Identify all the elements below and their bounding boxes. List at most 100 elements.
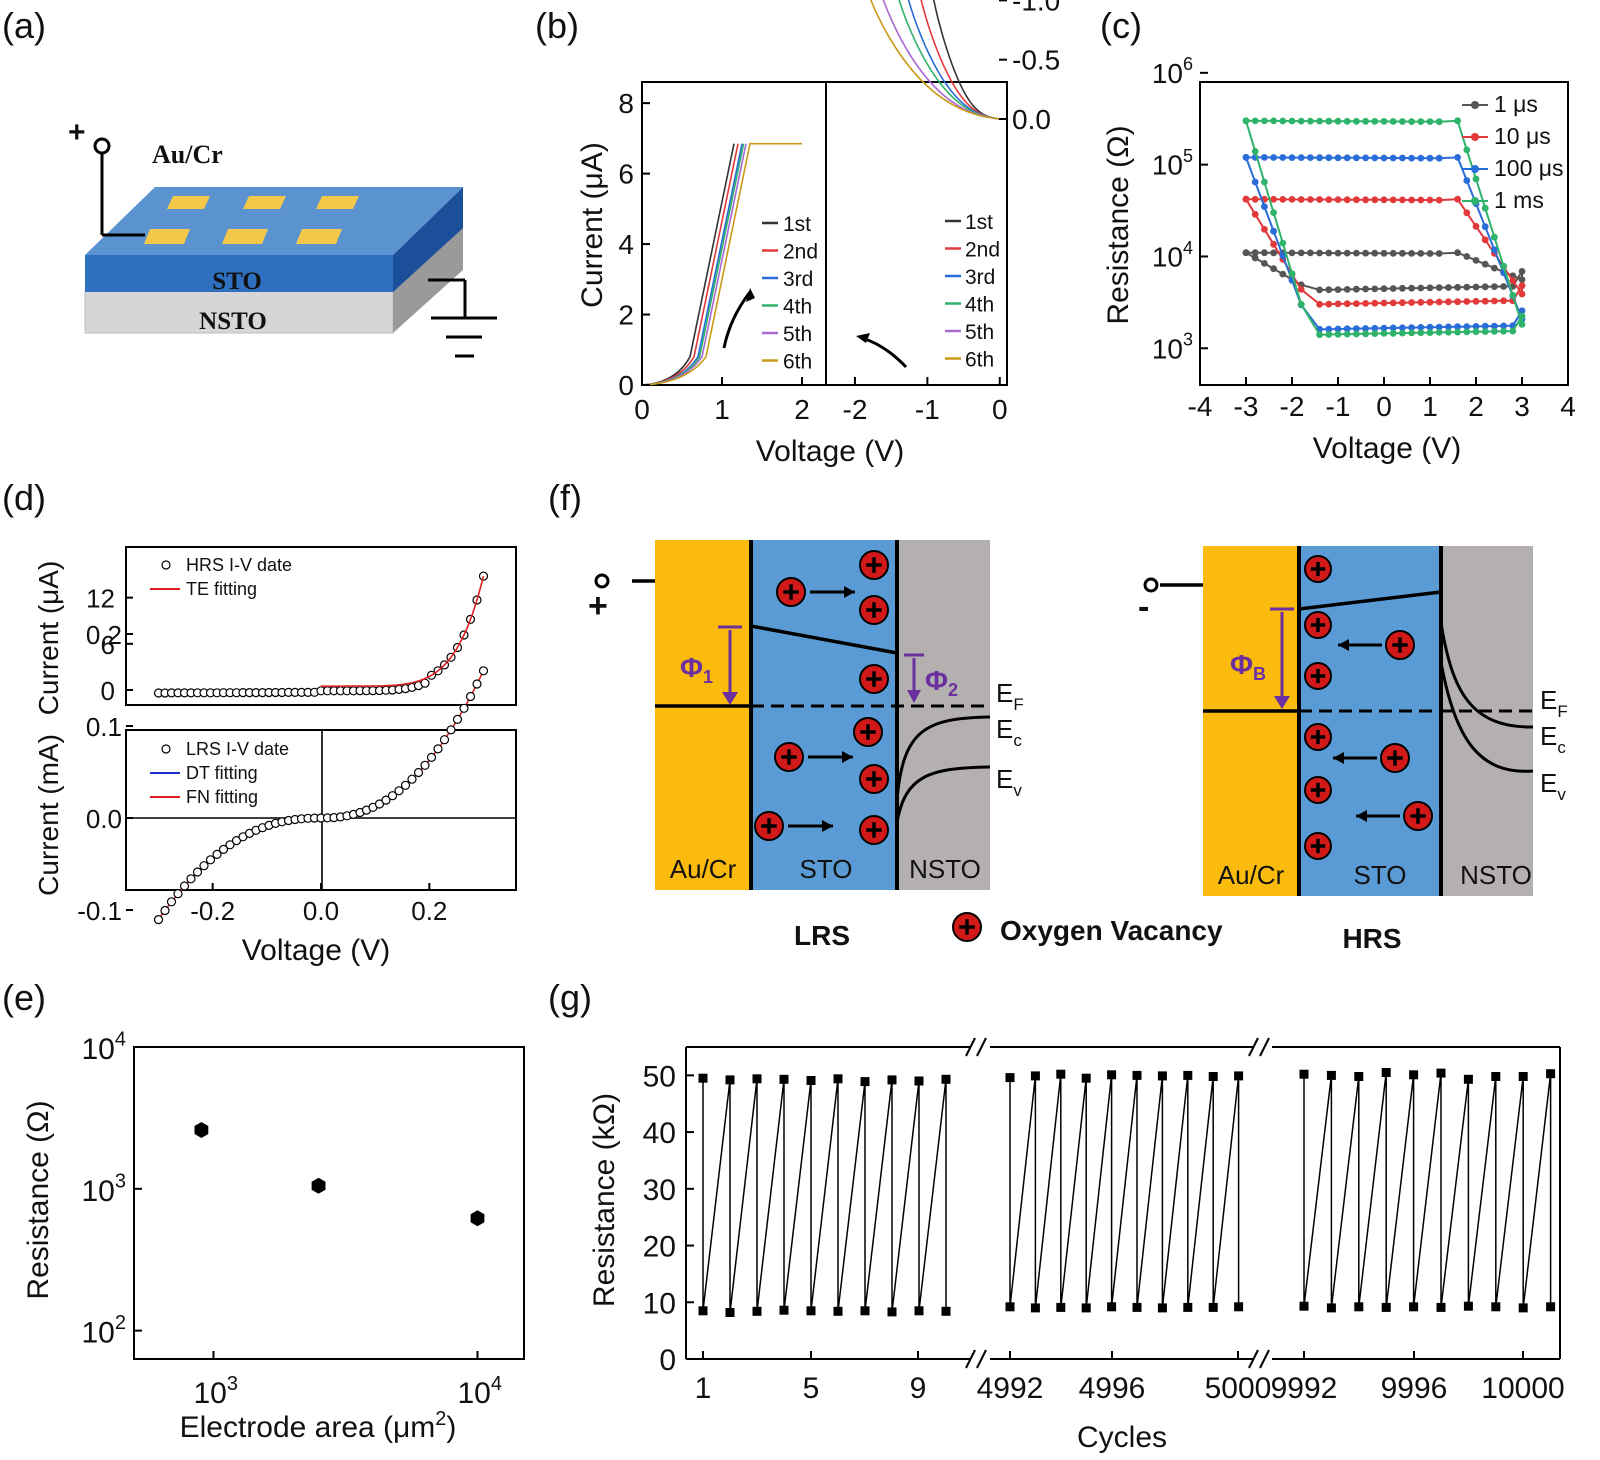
legend-label: 10 μs xyxy=(1494,123,1551,149)
panel-c-label: (c) xyxy=(1100,5,1142,46)
rv-point xyxy=(1408,250,1415,257)
hrs-point xyxy=(860,1077,870,1087)
axis-break xyxy=(976,1037,987,1057)
rv-point xyxy=(1454,195,1461,203)
phib-label: ΦB xyxy=(1230,649,1266,684)
rv-point xyxy=(1362,196,1369,204)
lrs-point xyxy=(374,799,385,809)
rv-point xyxy=(1399,196,1406,204)
xtick-label: 5000 xyxy=(1205,1372,1272,1405)
xtick-label: 103 xyxy=(193,1373,238,1410)
ytick-label: 0 xyxy=(659,1344,676,1377)
rv-point xyxy=(1343,117,1351,125)
lrs-point xyxy=(1107,1302,1117,1312)
xtick-label: -1 xyxy=(1326,391,1351,422)
rv-point xyxy=(1279,252,1287,260)
rv-point xyxy=(1472,257,1480,264)
ytick-label: 103 xyxy=(82,1170,127,1208)
rv-point xyxy=(1343,330,1351,338)
rv-point xyxy=(1389,299,1397,307)
lrs-point xyxy=(914,1306,924,1316)
lrs-point xyxy=(1518,1303,1528,1313)
hrs-point xyxy=(941,1074,951,1084)
terminal-circle xyxy=(93,137,111,155)
lrs-point xyxy=(1157,1303,1167,1313)
rv-point xyxy=(1288,196,1296,203)
legend-label: 4th xyxy=(965,294,994,317)
rv-point xyxy=(1417,250,1425,257)
rv-point xyxy=(1454,323,1461,331)
rv-point xyxy=(1261,260,1268,267)
lrs-point xyxy=(1326,1303,1336,1313)
rv-point xyxy=(1435,154,1443,162)
rv-point xyxy=(1316,154,1323,162)
hrs-point xyxy=(1208,1072,1218,1081)
legend-label: 1 ms xyxy=(1494,187,1544,213)
rv-point xyxy=(1509,277,1517,284)
rv-point xyxy=(1463,253,1471,260)
ytick-label: 6 xyxy=(101,630,115,660)
hrs-point xyxy=(1546,1069,1556,1079)
rv-point xyxy=(1334,325,1342,333)
arrow-head xyxy=(856,333,870,343)
rv-point xyxy=(1297,249,1305,257)
rv-point xyxy=(1445,328,1452,336)
rv-point xyxy=(1399,249,1406,257)
panel-c-axes: -4 -3 -2 -1 0 1 2 3 4 103 104 105 106 1 μs 10 μs 100 μs… xyxy=(1152,54,1576,422)
rv-point xyxy=(1251,254,1259,262)
rv-point xyxy=(1343,249,1351,257)
rv-point xyxy=(1316,286,1323,294)
lrs-point xyxy=(459,703,469,713)
hrs-point xyxy=(1381,1068,1391,1077)
hrs-point xyxy=(806,1076,816,1085)
panel-g-data: 0 10 20 30 40 50 1 5 9 4992 4996 5000 9992 9996 10000 xyxy=(643,1037,1565,1405)
rv-point xyxy=(1270,265,1277,273)
rv-point xyxy=(1518,290,1526,298)
lrs-point xyxy=(446,725,456,735)
axis-break xyxy=(965,1037,976,1057)
electrode-pad xyxy=(144,229,190,244)
xtick-label: 2 xyxy=(794,394,810,425)
area-point xyxy=(194,1122,209,1138)
region-label: NSTO xyxy=(909,854,981,884)
legend-label: 4th xyxy=(783,296,812,319)
rv-point xyxy=(1417,324,1425,331)
rv-point xyxy=(1481,204,1489,212)
rv-point xyxy=(1353,300,1360,307)
ef-label: EF xyxy=(996,678,1024,714)
legend-label: 5th xyxy=(965,321,994,344)
lrs-point xyxy=(179,881,190,891)
au-cr-label: Au/Cr xyxy=(152,140,223,169)
rv-point xyxy=(1417,284,1425,292)
rv-point xyxy=(1297,300,1305,308)
rv-point xyxy=(1389,154,1397,162)
panel-e: (e) 102 103 104 103 104 Resistance (Ω) Elect… xyxy=(2,977,525,1444)
lrs-point xyxy=(1030,1303,1040,1313)
terminal-sign: - xyxy=(1138,588,1149,626)
hrs-point xyxy=(1132,1070,1142,1080)
rv-point xyxy=(1417,298,1425,306)
legend-label: DT fitting xyxy=(186,763,258,783)
rv-point xyxy=(1261,203,1268,211)
lrs-point xyxy=(478,666,489,676)
rv-point xyxy=(1399,154,1406,162)
rv-point xyxy=(1343,286,1351,293)
xtick-label: 0 xyxy=(1376,391,1392,422)
conduction-band xyxy=(1439,622,1534,729)
rv-point xyxy=(1435,118,1443,126)
hrs-point xyxy=(1463,1074,1473,1084)
electrode-pad xyxy=(167,196,210,209)
rv-point xyxy=(1399,284,1406,292)
rv-point xyxy=(1288,249,1296,257)
lrs-point xyxy=(153,914,164,925)
hrs-point xyxy=(1157,1071,1167,1081)
rv-point xyxy=(1307,196,1314,203)
rv-point xyxy=(1353,249,1360,257)
hrs-point xyxy=(833,1074,843,1084)
rv-point xyxy=(1371,299,1379,307)
hrs-point xyxy=(698,1073,708,1083)
xtick-label: 0 xyxy=(634,394,650,425)
te-fit-line xyxy=(321,575,485,687)
rv-point xyxy=(1270,249,1277,257)
